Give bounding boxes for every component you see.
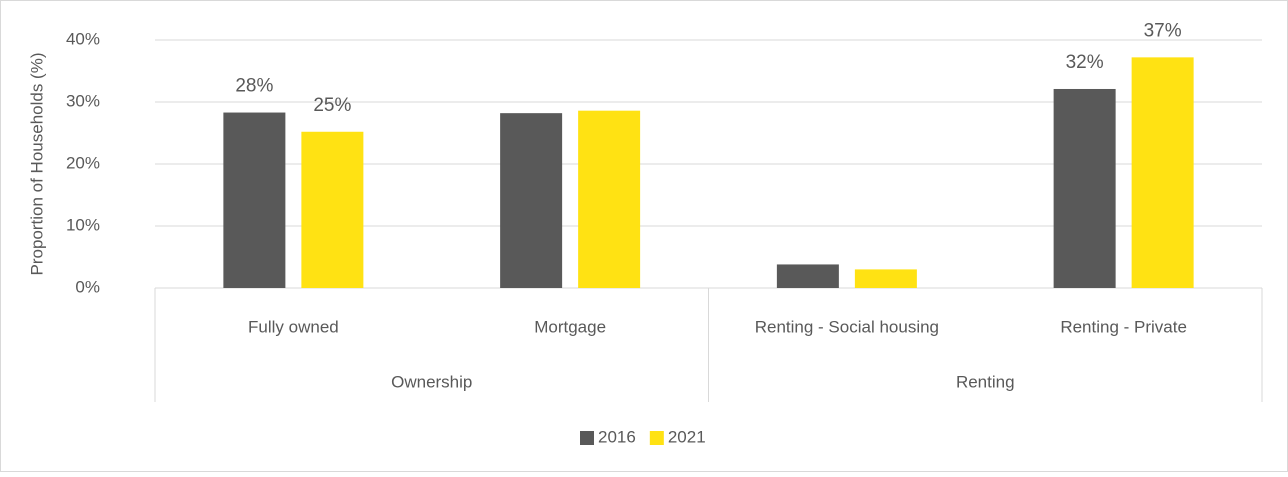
y-axis-title: Proportion of Households (%) [27,52,46,275]
bar [500,113,563,288]
x-tick-label: Fully owned [248,317,339,336]
legend-swatch [580,431,594,445]
group-label: Renting [956,372,1015,391]
y-tick-label: 0% [75,277,100,296]
bar [223,112,286,288]
y-tick-label: 40% [66,29,100,48]
x-tick-label: Renting - Private [1060,317,1187,336]
y-tick-label: 10% [66,215,100,234]
bar [854,269,917,288]
y-tick-label: 30% [66,91,100,110]
bar [578,110,641,289]
legend-label: 2021 [668,427,706,446]
data-label: 37% [1144,20,1182,41]
data-label: 25% [313,95,351,116]
data-label: 32% [1066,52,1104,73]
x-tick-label: Mortgage [534,317,606,336]
bar [776,264,839,288]
bar [1053,88,1116,288]
legend-label: 2016 [598,427,636,446]
bar [1131,57,1194,288]
x-tick-label: Renting - Social housing [755,317,939,336]
y-tick-label: 20% [66,153,100,172]
bar [301,131,364,288]
legend-swatch [649,431,664,445]
group-label: Ownership [391,372,472,391]
data-label: 28% [235,76,273,97]
